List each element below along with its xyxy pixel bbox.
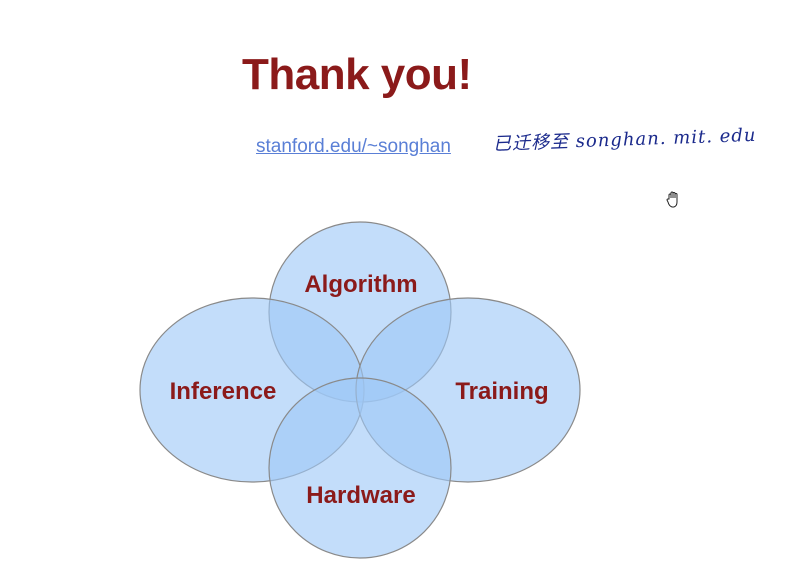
hand-cursor-icon	[666, 191, 678, 208]
venn-diagram: Algorithm Inference Training Hardware	[139, 221, 581, 559]
label-inference: Inference	[170, 378, 277, 405]
handwritten-annotation: 已迁移至 songhan. mit. edu	[492, 124, 757, 155]
slide-title: Thank you!	[242, 50, 472, 99]
label-hardware: Hardware	[306, 482, 415, 509]
label-algorithm: Algorithm	[304, 271, 417, 298]
homepage-link[interactable]: stanford.edu/~songhan	[256, 136, 451, 157]
label-training: Training	[455, 378, 548, 405]
circle-hardware	[268, 377, 452, 559]
